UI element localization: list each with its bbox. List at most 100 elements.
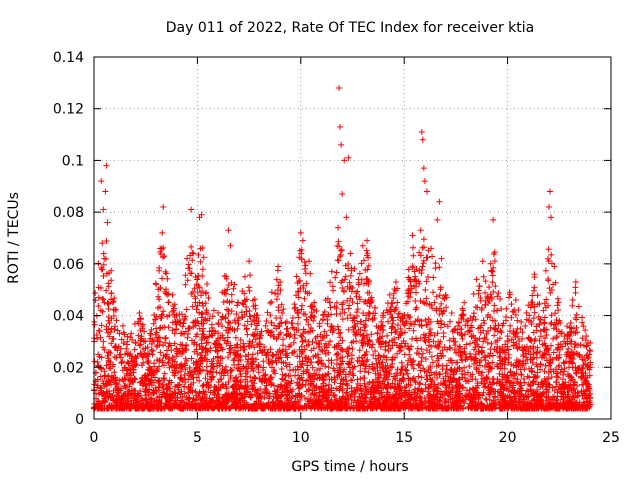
data-point — [430, 274, 437, 281]
data-point — [263, 318, 270, 325]
data-point — [141, 328, 148, 335]
data-point — [111, 344, 118, 351]
data-point — [537, 360, 544, 367]
data-point — [518, 371, 525, 378]
data-point — [206, 315, 213, 322]
data-point — [587, 339, 594, 346]
data-point — [341, 366, 348, 373]
data-point — [155, 378, 162, 385]
data-point — [105, 305, 112, 312]
data-point — [248, 321, 255, 328]
data-point — [349, 377, 356, 384]
data-point — [245, 284, 252, 291]
data-point — [324, 316, 331, 323]
data-point — [107, 329, 114, 336]
data-point — [423, 278, 430, 285]
data-point — [266, 375, 273, 382]
data-point — [583, 342, 590, 349]
data-point — [300, 310, 307, 317]
data-point — [495, 322, 502, 329]
data-point — [364, 289, 371, 296]
data-point — [362, 266, 369, 273]
data-point — [157, 349, 164, 356]
data-point — [387, 364, 394, 371]
data-point — [330, 287, 337, 294]
data-point — [261, 394, 268, 401]
data-point — [186, 386, 193, 393]
data-point — [280, 306, 287, 313]
data-point — [519, 329, 526, 336]
data-point — [108, 290, 115, 297]
data-point — [124, 341, 131, 348]
data-point — [307, 313, 314, 320]
data-point — [555, 328, 562, 335]
data-point — [342, 273, 349, 280]
data-point — [100, 250, 107, 257]
data-point — [283, 396, 290, 403]
data-point — [550, 349, 557, 356]
data-point — [437, 286, 444, 293]
data-point — [548, 342, 555, 349]
data-point — [160, 254, 167, 261]
data-point — [287, 387, 294, 394]
data-point — [140, 338, 147, 345]
data-point — [472, 304, 479, 311]
data-point — [527, 344, 534, 351]
data-point — [320, 335, 327, 342]
data-point — [354, 300, 361, 307]
data-point — [302, 337, 309, 344]
data-point — [482, 395, 489, 402]
data-point — [516, 401, 523, 408]
data-point — [240, 340, 247, 347]
data-point — [534, 301, 541, 308]
data-point — [204, 280, 211, 287]
data-point — [323, 332, 330, 339]
data-point — [264, 327, 271, 334]
data-point — [353, 289, 360, 296]
data-point — [443, 304, 450, 311]
data-point — [321, 308, 328, 315]
data-point — [372, 355, 379, 362]
data-point — [165, 299, 172, 306]
data-point — [460, 316, 467, 323]
data-point — [362, 317, 369, 324]
data-point — [264, 309, 271, 316]
data-point — [103, 382, 110, 389]
data-point — [433, 293, 440, 300]
data-point — [508, 301, 515, 308]
data-point — [534, 292, 541, 299]
data-point — [444, 323, 451, 330]
data-point — [326, 376, 333, 383]
data-point — [229, 383, 236, 390]
data-point — [434, 389, 441, 396]
data-point — [317, 365, 324, 372]
data-point — [196, 284, 203, 291]
data-point — [509, 384, 516, 391]
data-point — [483, 374, 490, 381]
data-point — [341, 276, 348, 283]
data-point — [467, 340, 474, 347]
data-point — [260, 364, 267, 371]
data-point — [548, 251, 555, 258]
data-point — [555, 299, 562, 306]
data-point — [489, 375, 496, 382]
data-point — [295, 314, 302, 321]
data-point — [529, 292, 536, 299]
data-point — [320, 311, 327, 318]
data-point — [111, 295, 118, 302]
data-point — [232, 344, 239, 351]
data-point — [547, 289, 554, 296]
data-point — [157, 324, 164, 331]
data-point — [328, 311, 335, 318]
data-point — [164, 275, 171, 282]
data-point — [299, 302, 306, 309]
data-point — [419, 263, 426, 270]
data-point — [228, 367, 235, 374]
data-point — [148, 326, 155, 333]
data-point — [479, 369, 486, 376]
data-point — [238, 309, 245, 316]
data-point — [270, 368, 277, 375]
data-point — [398, 359, 405, 366]
data-point — [200, 254, 207, 261]
data-point — [441, 321, 448, 328]
